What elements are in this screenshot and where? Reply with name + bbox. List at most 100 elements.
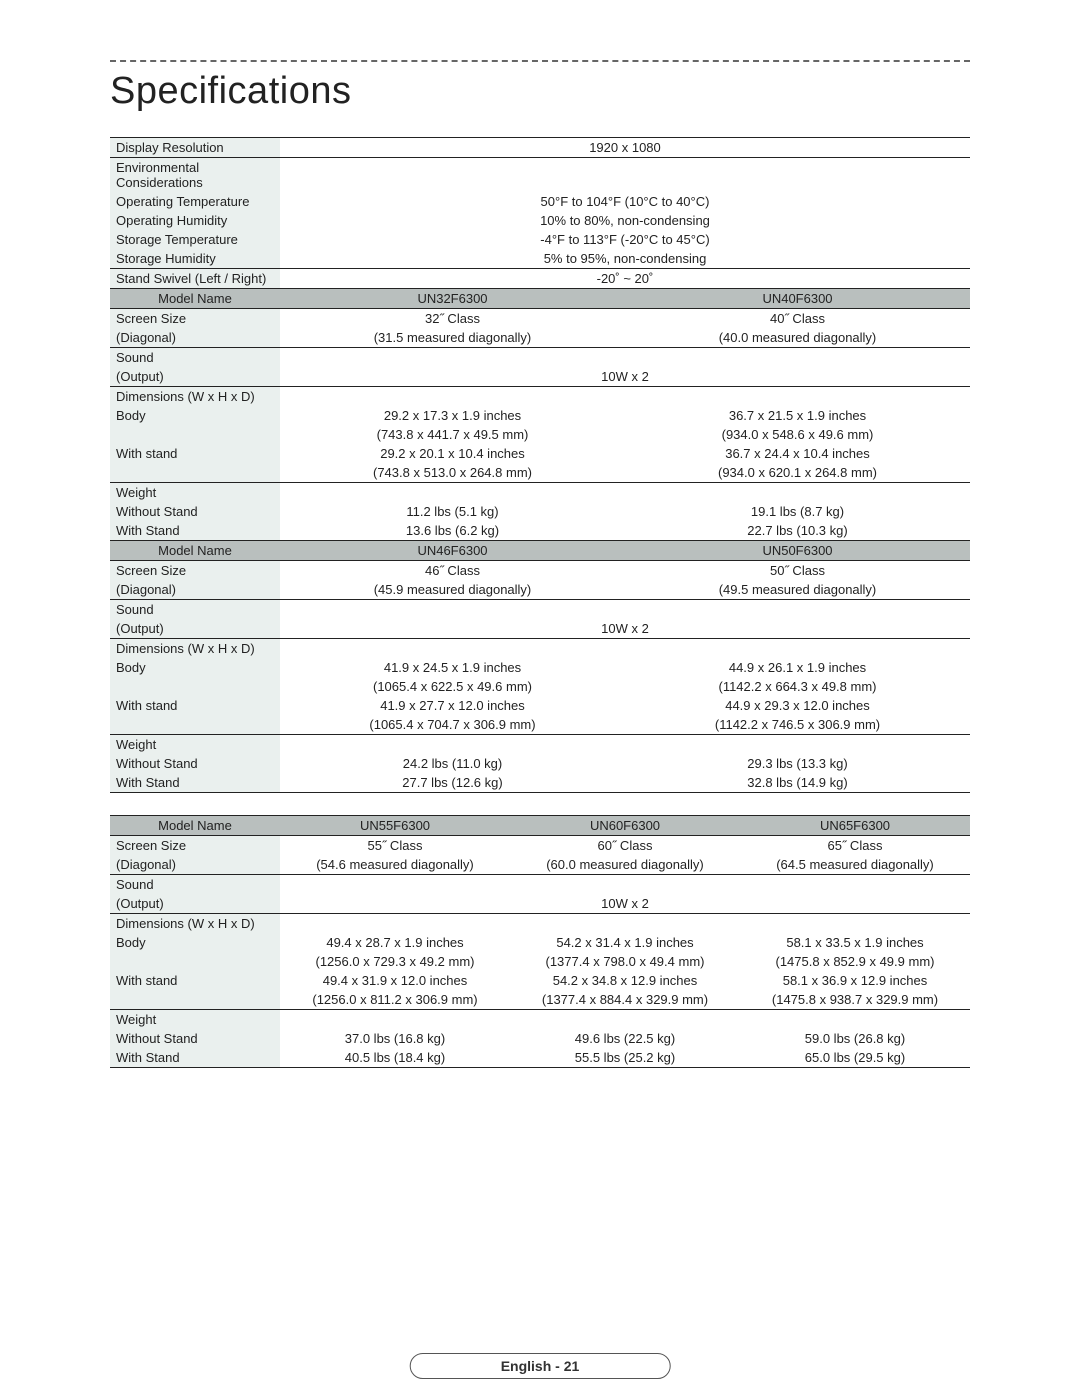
label-display-resolution: Display Resolution [110, 138, 280, 158]
val-3c-body-mm: (1475.8 x 852.9 x 49.9 mm) [740, 952, 970, 971]
label-diagonal-2: (Diagonal) [110, 580, 280, 600]
label-output-1: (Output) [110, 367, 280, 387]
label-env: Environmental Considerations [110, 158, 280, 193]
label-ws-stand-1: With Stand [110, 521, 280, 541]
value-swivel: -20˚ ~ 20˚ [280, 269, 970, 289]
value-st-hum: 5% to 95%, non-condensing [280, 249, 970, 269]
label-model-name-3: Model Name [110, 816, 280, 836]
label-screen-size-2: Screen Size [110, 561, 280, 581]
label-model-name-2: Model Name [110, 541, 280, 561]
model-3b: UN60F6300 [510, 816, 740, 836]
val-3c-wo: 59.0 lbs (26.8 kg) [740, 1029, 970, 1048]
dashed-rule [110, 60, 970, 62]
model-1b: UN40F6300 [625, 289, 970, 309]
label-swivel: Stand Swivel (Left / Right) [110, 269, 280, 289]
val-3b-diag: (60.0 measured diagonally) [510, 855, 740, 875]
val-1b-ws: 22.7 lbs (10.3 kg) [625, 521, 970, 541]
val-3a-ws: 40.5 lbs (18.4 kg) [280, 1048, 510, 1068]
val-3c-stand-in: 58.1 x 36.9 x 12.9 inches [740, 971, 970, 990]
label-output-3: (Output) [110, 894, 280, 914]
val-3b-body-mm: (1377.4 x 798.0 x 49.4 mm) [510, 952, 740, 971]
val-1a-stand-in: 29.2 x 20.1 x 10.4 inches [280, 444, 625, 463]
val-3b-class: 60˝ Class [510, 836, 740, 856]
label-with-stand-2: With stand [110, 696, 280, 715]
val-3a-stand-mm: (1256.0 x 811.2 x 306.9 mm) [280, 990, 510, 1010]
label-sound-1: Sound [110, 348, 280, 368]
model-3a: UN55F6300 [280, 816, 510, 836]
model-2b: UN50F6300 [625, 541, 970, 561]
val-weight-blank [280, 1010, 970, 1030]
val-3a-wo: 37.0 lbs (16.8 kg) [280, 1029, 510, 1048]
val-2b-stand-mm: (1142.2 x 746.5 x 306.9 mm) [625, 715, 970, 735]
val-2b-wo: 29.3 lbs (13.3 kg) [625, 754, 970, 773]
val-2a-wo: 24.2 lbs (11.0 kg) [280, 754, 625, 773]
val-3a-body-mm: (1256.0 x 729.3 x 49.2 mm) [280, 952, 510, 971]
val-1b-wo: 19.1 lbs (8.7 kg) [625, 502, 970, 521]
val-1b-body-mm: (934.0 x 548.6 x 49.6 mm) [625, 425, 970, 444]
label-sound-2: Sound [110, 600, 280, 620]
val-2a-diag: (45.9 measured diagonally) [280, 580, 625, 600]
label-ws-stand-3: With Stand [110, 1048, 280, 1068]
val-3b-ws: 55.5 lbs (25.2 kg) [510, 1048, 740, 1068]
page: Specifications Display Resolution 1920 x… [0, 0, 1080, 1397]
val-3b-stand-in: 54.2 x 34.8 x 12.9 inches [510, 971, 740, 990]
val-2a-ws: 27.7 lbs (12.6 kg) [280, 773, 625, 793]
val-sound-blank [280, 600, 970, 620]
label-st-hum: Storage Humidity [110, 249, 280, 269]
label-st-temp: Storage Temperature [110, 230, 280, 249]
label-body-2: Body [110, 658, 280, 677]
label-body-3: Body [110, 933, 280, 952]
val-2b-diag: (49.5 measured diagonally) [625, 580, 970, 600]
val-1-sound: 10W x 2 [280, 367, 970, 387]
val-1b-stand-in: 36.7 x 24.4 x 10.4 inches [625, 444, 970, 463]
label-diagonal-3: (Diagonal) [110, 855, 280, 875]
val-2a-stand-mm: (1065.4 x 704.7 x 306.9 mm) [280, 715, 625, 735]
label-dim-2: Dimensions (W x H x D) [110, 639, 280, 659]
val-2a-class: 46˝ Class [280, 561, 625, 581]
label-sound-3: Sound [110, 875, 280, 895]
val-3c-class: 65˝ Class [740, 836, 970, 856]
label-body-1: Body [110, 406, 280, 425]
label-weight-2: Weight [110, 735, 280, 755]
page-title: Specifications [110, 70, 970, 113]
model-1a: UN32F6300 [280, 289, 625, 309]
val-weight-blank [280, 735, 970, 755]
val-1a-body-mm: (743.8 x 441.7 x 49.5 mm) [280, 425, 625, 444]
model-3c: UN65F6300 [740, 816, 970, 836]
val-sound-blank [280, 875, 970, 895]
val-weight-blank [280, 483, 970, 503]
spec-table-bottom: Model Name UN55F6300 UN60F6300 UN65F6300… [110, 815, 970, 1068]
label-blank [110, 463, 280, 483]
val-2a-body-in: 41.9 x 24.5 x 1.9 inches [280, 658, 625, 677]
val-3a-diag: (54.6 measured diagonally) [280, 855, 510, 875]
label-dim-1: Dimensions (W x H x D) [110, 387, 280, 407]
val-2-sound: 10W x 2 [280, 619, 970, 639]
label-wo-stand-3: Without Stand [110, 1029, 280, 1048]
val-dim-blank [280, 914, 970, 934]
label-blank [110, 952, 280, 971]
model-2a: UN46F6300 [280, 541, 625, 561]
label-op-hum: Operating Humidity [110, 211, 280, 230]
val-3a-stand-in: 49.4 x 31.9 x 12.0 inches [280, 971, 510, 990]
val-3c-stand-mm: (1475.8 x 938.7 x 329.9 mm) [740, 990, 970, 1010]
label-with-stand-3: With stand [110, 971, 280, 990]
val-2b-body-mm: (1142.2 x 664.3 x 49.8 mm) [625, 677, 970, 696]
val-dim-blank [280, 387, 970, 407]
label-wo-stand-2: Without Stand [110, 754, 280, 773]
val-1b-class: 40˝ Class [625, 309, 970, 329]
val-1a-diag: (31.5 measured diagonally) [280, 328, 625, 348]
label-model-name-1: Model Name [110, 289, 280, 309]
value-env [280, 158, 970, 193]
label-ws-stand-2: With Stand [110, 773, 280, 793]
val-2b-body-in: 44.9 x 26.1 x 1.9 inches [625, 658, 970, 677]
label-blank [110, 677, 280, 696]
value-st-temp: -4°F to 113°F (-20°C to 45°C) [280, 230, 970, 249]
val-sound-blank [280, 348, 970, 368]
val-3b-body-in: 54.2 x 31.4 x 1.9 inches [510, 933, 740, 952]
val-1b-body-in: 36.7 x 21.5 x 1.9 inches [625, 406, 970, 425]
value-display-resolution: 1920 x 1080 [280, 138, 970, 158]
label-screen-size-3: Screen Size [110, 836, 280, 856]
val-2a-stand-in: 41.9 x 27.7 x 12.0 inches [280, 696, 625, 715]
val-2b-class: 50˝ Class [625, 561, 970, 581]
val-1b-stand-mm: (934.0 x 620.1 x 264.8 mm) [625, 463, 970, 483]
